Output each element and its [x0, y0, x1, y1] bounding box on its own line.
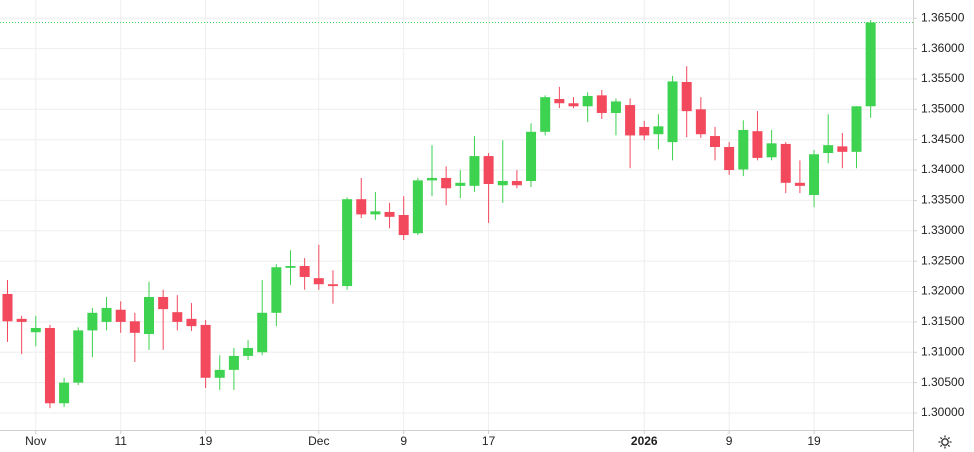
- candle-body: [441, 177, 452, 189]
- candle-body: [44, 327, 55, 404]
- candle-body: [59, 382, 70, 404]
- candle-body: [526, 131, 537, 181]
- y-tick-label: 1.31000: [921, 344, 965, 358]
- candle-body: [2, 293, 13, 322]
- y-tick-label: 1.36000: [921, 41, 965, 55]
- candle-body: [285, 266, 296, 268]
- candle-body: [356, 199, 367, 215]
- candle-body: [540, 97, 551, 132]
- candle-body: [87, 312, 98, 331]
- candle-body: [625, 105, 636, 136]
- candle-body: [554, 98, 565, 104]
- candle-body: [384, 211, 395, 217]
- x-tick-label: 9: [726, 434, 733, 448]
- candle-body: [738, 129, 749, 170]
- candle-body: [710, 136, 720, 147]
- candle-body: [794, 182, 805, 186]
- candle-body: [724, 146, 735, 171]
- candle-body: [327, 284, 338, 287]
- candle-body: [865, 22, 876, 107]
- candle-body: [144, 296, 154, 335]
- candle-body: [73, 330, 84, 383]
- x-tick-label: 9: [400, 434, 407, 448]
- candle-body: [455, 182, 466, 186]
- x-tick-label: Nov: [25, 434, 46, 448]
- candle-body: [837, 146, 848, 152]
- y-tick-label: 1.32000: [921, 284, 965, 298]
- candle-body: [299, 266, 310, 277]
- candle-body: [16, 318, 27, 322]
- y-tick-label: 1.32500: [921, 253, 965, 267]
- candle-body: [596, 95, 607, 113]
- candle-body: [780, 143, 791, 183]
- candle-body: [257, 312, 268, 353]
- candle-body: [667, 81, 678, 143]
- y-tick-label: 1.36500: [921, 10, 965, 24]
- y-tick-label: 1.33000: [921, 223, 965, 237]
- candle-body: [412, 180, 423, 234]
- candle-body: [200, 324, 211, 378]
- candle-body: [653, 126, 664, 135]
- candle-body: [511, 180, 522, 186]
- candle-body: [809, 154, 820, 195]
- candle-body: [681, 81, 692, 112]
- y-tick-label: 1.34500: [921, 132, 965, 146]
- x-tick-label: 11: [114, 434, 127, 448]
- candle-body: [752, 131, 763, 158]
- x-tick-label: 17: [482, 434, 496, 448]
- y-tick-label: 1.35500: [921, 71, 965, 85]
- candle-body: [469, 156, 480, 186]
- candle-body: [695, 109, 706, 135]
- candle-body: [30, 327, 41, 333]
- y-tick-label: 1.30000: [921, 405, 965, 419]
- candle-body: [851, 106, 862, 152]
- x-tick-label: Dec: [308, 434, 329, 448]
- x-tick-label: 19: [199, 434, 213, 448]
- candle-body: [582, 95, 593, 107]
- candle-body: [398, 215, 409, 236]
- candle-body: [610, 101, 621, 113]
- candle-body: [115, 309, 126, 322]
- candle-body: [214, 369, 225, 378]
- candle-body: [172, 312, 183, 322]
- y-tick-label: 1.34000: [921, 162, 965, 176]
- settings-icon[interactable]: [938, 435, 952, 449]
- candle-body: [158, 296, 169, 310]
- candle-body: [271, 267, 282, 313]
- candle-body: [823, 145, 834, 154]
- candle-body: [129, 321, 140, 333]
- candle-body: [186, 318, 197, 327]
- candle-body: [427, 177, 437, 181]
- candle-body: [766, 143, 777, 158]
- y-tick-label: 1.33500: [921, 193, 965, 207]
- candle-body: [313, 278, 324, 285]
- x-tick-label: 19: [807, 434, 821, 448]
- candle-body: [228, 355, 239, 370]
- y-tick-label: 1.35000: [921, 101, 965, 115]
- candle-body: [639, 126, 650, 136]
- candle-body: [370, 211, 381, 215]
- candle-body: [101, 307, 112, 322]
- x-tick-label: 2026: [631, 434, 658, 448]
- y-tick-label: 1.30500: [921, 375, 965, 389]
- y-tick-label: 1.31500: [921, 314, 965, 328]
- candle-body: [243, 348, 254, 356]
- candle-body: [497, 180, 508, 186]
- candle-body: [483, 156, 494, 185]
- candle-body: [342, 199, 353, 287]
- candle-body: [568, 103, 579, 107]
